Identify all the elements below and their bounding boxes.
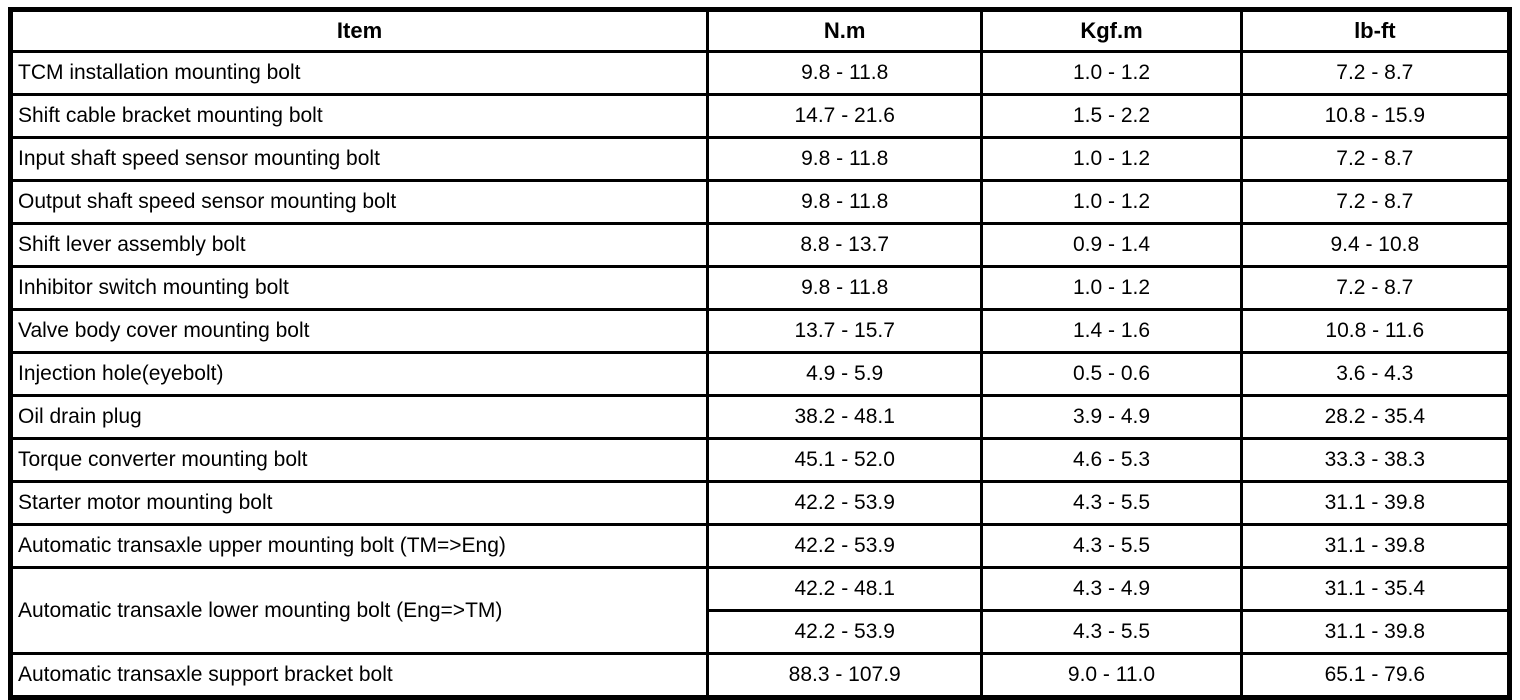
value-cell: 31.1 - 39.8 [1239,609,1512,655]
value-cell: 1.5 - 2.2 [980,93,1243,139]
table-row: Valve body cover mounting bolt 13.7 - 15.… [8,308,1512,354]
value-cell: 28.2 - 35.4 [1239,394,1512,440]
item-cell: Valve body cover mounting bolt [8,308,710,354]
value-cell: 9.0 - 11.0 [980,652,1243,699]
table-row: Starter motor mounting bolt 42.2 - 53.9 4.… [8,480,1512,526]
item-cell: Injection hole(eyebolt) [8,351,710,397]
item-cell: Automatic transaxle lower mounting bolt … [8,566,710,655]
item-cell: Input shaft speed sensor mounting bolt [8,136,710,182]
value-cell: 1.0 - 1.2 [980,50,1243,96]
value-cell: 9.8 - 11.8 [706,179,984,225]
value-cell: 0.9 - 1.4 [980,222,1243,268]
table-row: Input shaft speed sensor mounting bolt 9.… [8,136,1512,182]
value-cell: 4.3 - 5.5 [980,609,1243,655]
table-row: Automatic transaxle upper mounting bolt … [8,523,1512,569]
value-cell: 42.2 - 53.9 [706,609,984,655]
value-cell: 1.0 - 1.2 [980,179,1243,225]
item-cell: Torque converter mounting bolt [8,437,710,483]
value-cell: 9.4 - 10.8 [1239,222,1512,268]
value-cell: 31.1 - 35.4 [1239,566,1512,612]
item-cell: Output shaft speed sensor mounting bolt [8,179,710,225]
value-cell: 42.2 - 53.9 [706,523,984,569]
header-kgfm: Kgf.m [980,8,1243,53]
header-item: Item [8,8,710,53]
item-cell: Automatic transaxle support bracket bolt [8,652,710,699]
item-cell: Shift cable bracket mounting bolt [8,93,710,139]
value-cell: 10.8 - 11.6 [1239,308,1512,354]
value-cell: 3.9 - 4.9 [980,394,1243,440]
value-cell: 4.3 - 5.5 [980,523,1243,569]
item-cell: Shift lever assembly bolt [8,222,710,268]
value-cell: 9.8 - 11.8 [706,50,984,96]
value-cell: 7.2 - 8.7 [1239,50,1512,96]
value-cell: 65.1 - 79.6 [1239,652,1512,699]
value-cell: 4.6 - 5.3 [980,437,1243,483]
table-body: TCM installation mounting bolt 9.8 - 11.8… [8,50,1512,699]
value-cell: 7.2 - 8.7 [1239,265,1512,311]
table-row: Output shaft speed sensor mounting bolt 9… [8,179,1512,225]
value-cell: 31.1 - 39.8 [1239,480,1512,526]
value-cell: 4.9 - 5.9 [706,351,984,397]
value-cell: 4.3 - 4.9 [980,566,1243,612]
item-cell: Inhibitor switch mounting bolt [8,265,710,311]
header-nm: N.m [706,8,984,53]
table-row: 42.2 - 53.9 4.3 - 5.5 31.1 - 39.8 [11,609,1512,655]
value-cell: 8.8 - 13.7 [706,222,984,268]
table-row: TCM installation mounting bolt 9.8 - 11.8… [8,50,1512,96]
table-row: Automatic transaxle support bracket bolt… [8,652,1512,699]
table-row: Shift lever assembly bolt 8.8 - 13.7 0.9 -… [8,222,1512,268]
value-cell: 9.8 - 11.8 [706,136,984,182]
item-cell: Oil drain plug [8,394,710,440]
table-row: Injection hole(eyebolt) 4.9 - 5.9 0.5 - 0.… [8,351,1512,397]
value-cell: 9.8 - 11.8 [706,265,984,311]
value-cell: 42.2 - 48.1 [706,566,984,612]
value-cell: 13.7 - 15.7 [706,308,984,354]
value-cell: 42.2 - 53.9 [706,480,984,526]
table-header: Item N.m Kgf.m lb-ft [8,8,1512,53]
value-cell: 7.2 - 8.7 [1239,179,1512,225]
value-cell: 10.8 - 15.9 [1239,93,1512,139]
value-cell: 45.1 - 52.0 [706,437,984,483]
value-cell: 14.7 - 21.6 [706,93,984,139]
value-cell: 1.0 - 1.2 [980,136,1243,182]
header-lbft: lb-ft [1239,8,1512,53]
item-cell: Starter motor mounting bolt [8,480,710,526]
value-cell: 88.3 - 107.9 [706,652,984,699]
value-cell: 38.2 - 48.1 [706,394,984,440]
value-cell: 0.5 - 0.6 [980,351,1243,397]
table-row: Oil drain plug 38.2 - 48.1 3.9 - 4.9 28.2 -… [8,394,1512,440]
value-cell: 1.4 - 1.6 [980,308,1243,354]
item-cell: TCM installation mounting bolt [8,50,710,96]
value-cell: 1.0 - 1.2 [980,265,1243,311]
table-row: Shift cable bracket mounting bolt 14.7 - … [8,93,1512,139]
value-cell: 3.6 - 4.3 [1239,351,1512,397]
table-row: Torque converter mounting bolt 45.1 - 52.… [8,437,1512,483]
table-row: Inhibitor switch mounting bolt 9.8 - 11.8… [8,265,1512,311]
value-cell: 4.3 - 5.5 [980,480,1243,526]
item-cell: Automatic transaxle upper mounting bolt … [8,523,710,569]
torque-spec-table: Item N.m Kgf.m lb-ft TCM installation mo… [8,7,1512,700]
value-cell: 7.2 - 8.7 [1239,136,1512,182]
table-row: Automatic transaxle lower mounting bolt … [8,566,1512,655]
value-cell: 31.1 - 39.8 [1239,523,1512,569]
header-row: Item N.m Kgf.m lb-ft [8,8,1512,53]
value-cell: 33.3 - 38.3 [1239,437,1512,483]
